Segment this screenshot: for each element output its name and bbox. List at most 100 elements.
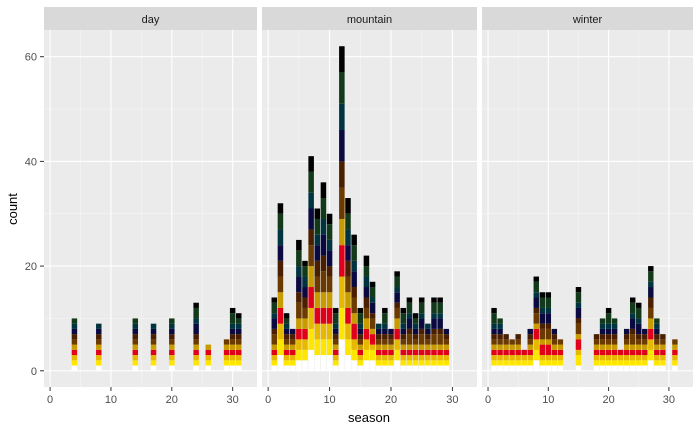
bar-mountain-21 (394, 271, 400, 371)
bar-segment (412, 339, 419, 345)
bar-segment (437, 365, 443, 371)
bar-segment (539, 307, 545, 314)
bar-segment (412, 344, 419, 350)
bar-segment (345, 292, 351, 308)
bar-segment (132, 355, 139, 361)
bar-segment (332, 307, 339, 314)
bar-segment (271, 297, 278, 303)
bar-segment (236, 355, 242, 361)
facet-strip-label: mountain (347, 14, 392, 26)
bar-segment (443, 344, 450, 350)
bar-segment (515, 339, 521, 345)
facet-panel-day: day 0 10 20 30 (44, 7, 257, 406)
bar-segment (630, 334, 636, 345)
bar-segment (320, 271, 327, 293)
facet-panel-mountain: mountain 0 10 20 30 (262, 7, 477, 406)
bar-segment (425, 334, 431, 340)
bar-segment (320, 198, 327, 219)
bar-segment (503, 360, 509, 366)
bar-mountain-24 (412, 313, 419, 371)
x-tick-label: 30 (663, 394, 675, 406)
bar-segment (363, 339, 370, 350)
bar-segment (339, 129, 345, 162)
bar-segment (400, 365, 407, 371)
bar-segment (431, 297, 437, 303)
bar-segment (545, 344, 552, 356)
bar-segment (283, 349, 290, 356)
bar-segment (431, 318, 437, 329)
bar-day-17 (150, 323, 157, 371)
x-tick-label: 10 (105, 394, 117, 406)
bar-segment (277, 339, 284, 356)
bar-segment (623, 334, 630, 340)
bar-segment (575, 334, 582, 340)
bar-segment (425, 365, 431, 371)
bar-segment (332, 328, 339, 335)
bar-segment (617, 349, 624, 356)
bar-segment (630, 349, 636, 356)
bar-segment (369, 349, 376, 361)
bar-mountain-19 (382, 307, 388, 371)
bar-segment (339, 46, 345, 73)
bar-segment (382, 349, 388, 356)
bar-segment (406, 318, 413, 329)
bar-segment (357, 323, 364, 329)
x-tick-label: 20 (166, 394, 178, 406)
bar-segment (437, 360, 443, 366)
bar-segment (296, 302, 302, 319)
bar-segment (132, 339, 139, 345)
bar-segment (497, 365, 503, 371)
bar-segment (71, 328, 78, 335)
bar-segment (605, 334, 612, 340)
bar-segment (575, 323, 582, 335)
bar-segment (289, 355, 296, 361)
bar-segment (642, 349, 648, 356)
bar-segment (236, 323, 242, 329)
bar-segment (314, 355, 321, 371)
bar-segment (418, 360, 425, 366)
bar-segment (339, 339, 345, 371)
bar-segment (557, 349, 564, 356)
bar-segment (302, 318, 308, 329)
bar-segment (351, 313, 357, 324)
bar-segment (229, 339, 236, 345)
bar-segment (539, 355, 545, 361)
bar-segment (431, 344, 437, 350)
bar-segment (369, 328, 376, 335)
bar-segment (527, 360, 533, 366)
bar-segment (71, 360, 78, 366)
bar-segment (539, 323, 545, 329)
bar-segment (132, 360, 139, 366)
bar-mountain-18 (375, 323, 382, 371)
bar-segment (491, 323, 497, 329)
bar-winter-8 (533, 276, 539, 371)
bar-segment (491, 344, 497, 350)
x-axis-title: season (348, 410, 390, 425)
bar-segment (539, 344, 545, 356)
bar-segment (521, 355, 527, 361)
bar-mountain-13 (345, 198, 351, 371)
bar-segment (223, 365, 230, 371)
bar-segment (491, 349, 497, 356)
bar-segment (521, 365, 527, 371)
bar-segment (545, 355, 552, 361)
bar-segment (551, 355, 558, 361)
bar-segment (96, 355, 102, 361)
bar-segment (497, 349, 503, 356)
bar-segment (497, 360, 503, 366)
bar-segment (345, 307, 351, 324)
bar-segment (326, 213, 333, 225)
bar-segment (351, 234, 357, 246)
bar-segment (593, 355, 600, 361)
bar-segment (271, 328, 278, 335)
bar-segment (345, 198, 351, 214)
bar-segment (672, 365, 678, 371)
bar-segment (539, 360, 545, 366)
bar-segment (527, 334, 533, 340)
bar-segment (599, 349, 606, 356)
bar-mountain-6 (302, 260, 308, 371)
bar-segment (223, 355, 230, 361)
bar-segment (236, 339, 242, 345)
bar-segment (169, 365, 175, 371)
bar-segment (96, 334, 102, 340)
